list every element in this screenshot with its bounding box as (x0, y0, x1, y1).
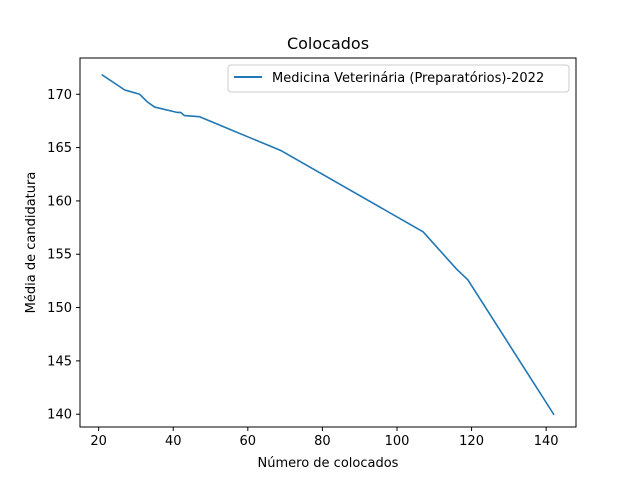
x-axis-label: Número de colocados (258, 456, 399, 471)
y-tick-label: 145 (47, 354, 72, 369)
y-tick-label: 155 (47, 248, 72, 263)
x-tick-label: 120 (459, 434, 484, 449)
y-tick-label: 140 (47, 408, 72, 423)
legend-label: Medicina Veterinária (Preparatórios)-202… (272, 71, 544, 86)
x-tick-label: 60 (240, 434, 257, 449)
x-tick-label: 140 (534, 434, 559, 449)
series-line-0 (101, 73, 555, 416)
x-tick-label: 100 (385, 434, 410, 449)
y-tick-label: 160 (47, 194, 72, 209)
y-tick-label: 150 (47, 301, 72, 316)
x-tick-label: 20 (90, 434, 107, 449)
ticks-layer: 20 40 60 80 100 120 140 140 145 150 155 160 165 170 (47, 88, 558, 449)
legend-box (227, 64, 570, 93)
legend: Medicina Veterinária (Preparatórios)-202… (227, 64, 570, 93)
x-tick-label: 40 (165, 434, 182, 449)
axes-frame (79, 57, 577, 428)
y-axis-label: Média de candidatura (24, 172, 39, 314)
y-tick-label: 170 (47, 88, 72, 103)
x-tick-label: 80 (314, 434, 331, 449)
chart-title: Colocados (287, 34, 369, 53)
plot-layer (101, 73, 555, 416)
y-tick-label: 165 (47, 141, 72, 156)
